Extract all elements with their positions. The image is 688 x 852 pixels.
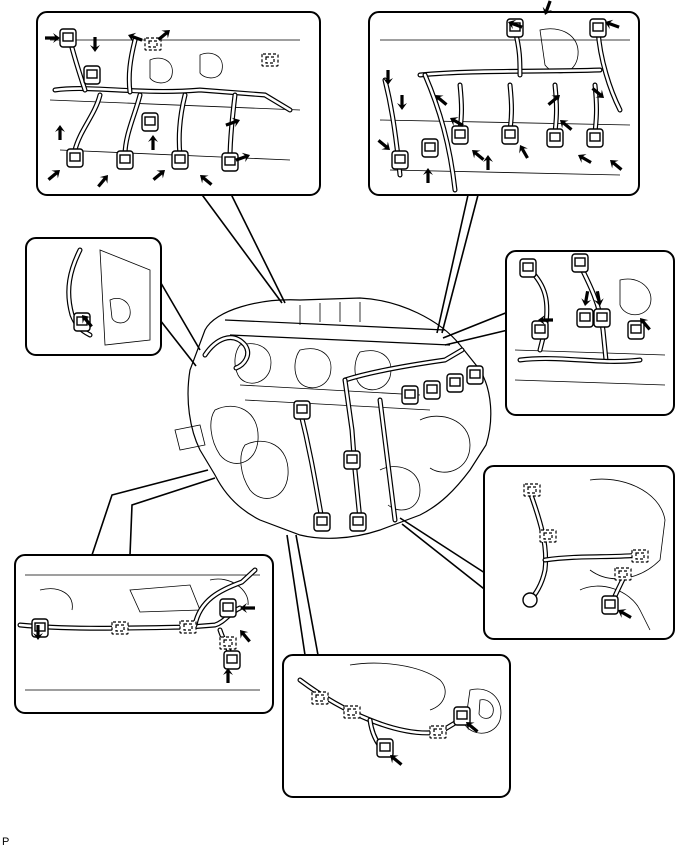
leader-lines bbox=[91, 191, 509, 656]
callout-panel-lower-left bbox=[14, 554, 274, 714]
callout-panel-bottom-center bbox=[282, 654, 511, 798]
callout-panel-right bbox=[505, 250, 675, 416]
engine-assembly bbox=[174, 297, 492, 539]
callout-panel-lower-right bbox=[483, 465, 675, 640]
figure-code-label: P bbox=[2, 836, 10, 848]
callout-panel-top-right bbox=[368, 0, 640, 196]
callout-panel-middle-left bbox=[25, 237, 162, 356]
callout-panel-top-left bbox=[36, 11, 321, 196]
